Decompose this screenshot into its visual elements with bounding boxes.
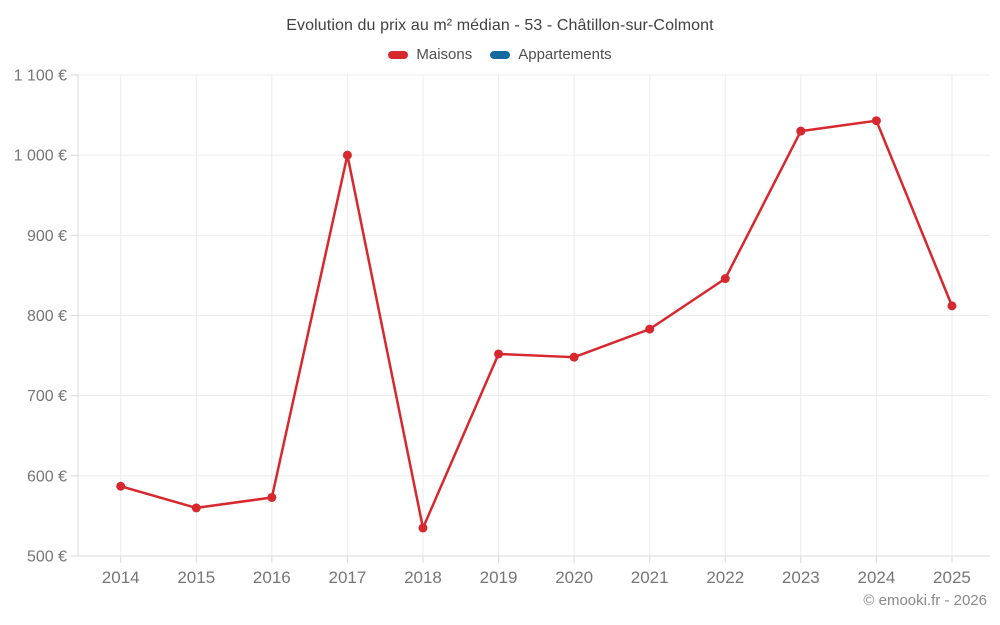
y-tick-label: 500 € xyxy=(27,549,67,566)
series-line-maisons xyxy=(120,119,954,530)
x-tick-label: 2021 xyxy=(631,568,669,587)
data-point-maisons[interactable] xyxy=(645,324,655,334)
x-tick-label: 2015 xyxy=(177,568,215,587)
x-tick-label: 2018 xyxy=(404,568,442,587)
data-point-maisons[interactable] xyxy=(720,274,730,284)
legend-label-appartements: Appartements xyxy=(518,46,612,63)
y-tick-label: 1 000 € xyxy=(14,148,67,165)
chart-title: Evolution du prix au m² médian - 53 - Ch… xyxy=(286,17,714,34)
x-tick-label: 2016 xyxy=(253,568,291,587)
legend-swatch-appartements-icon xyxy=(490,50,511,59)
data-point-maisons[interactable] xyxy=(796,126,806,136)
data-point-maisons[interactable] xyxy=(342,150,352,160)
data-point-maisons[interactable] xyxy=(947,301,957,311)
data-point-maisons[interactable] xyxy=(871,116,881,126)
x-tick-label: 2025 xyxy=(933,568,971,587)
y-tick-label: 600 € xyxy=(27,468,67,485)
legend-label-maisons: Maisons xyxy=(416,46,473,63)
y-tick-label: 800 € xyxy=(27,308,67,325)
data-point-maisons[interactable] xyxy=(116,481,126,491)
x-tick-label: 2019 xyxy=(480,568,518,587)
data-point-maisons[interactable] xyxy=(569,352,579,362)
data-point-maisons[interactable] xyxy=(418,523,428,533)
x-tick-label: 2017 xyxy=(328,568,366,587)
x-tick-label: 2024 xyxy=(857,568,895,587)
y-tick-label: 1 100 € xyxy=(14,68,67,85)
copyright-text: © emooki.fr - 2026 xyxy=(863,592,987,609)
legend-item-maisons[interactable]: Maisons xyxy=(388,46,472,63)
x-tick-label: 2023 xyxy=(782,568,820,587)
data-point-maisons[interactable] xyxy=(494,349,504,359)
y-tick-label: 900 € xyxy=(27,228,67,245)
x-tick-label: 2014 xyxy=(102,568,140,587)
x-tick-label: 2020 xyxy=(555,568,593,587)
data-point-maisons[interactable] xyxy=(267,492,277,502)
data-point-maisons[interactable] xyxy=(191,503,201,513)
x-tick-label: 2022 xyxy=(706,568,744,587)
legend-swatch-maisons-icon xyxy=(388,50,409,59)
legend: Maisons Appartements xyxy=(0,46,1000,63)
y-tick-label: 700 € xyxy=(27,388,67,405)
legend-item-appartements[interactable]: Appartements xyxy=(490,46,612,63)
